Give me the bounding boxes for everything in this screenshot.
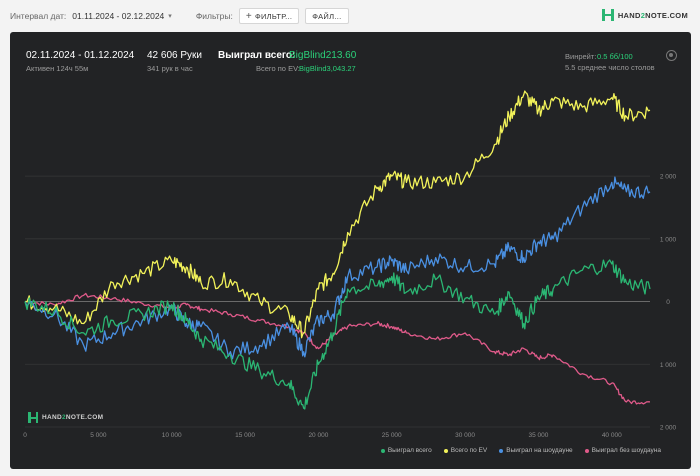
y-tick-label: 1 000 bbox=[660, 236, 677, 243]
x-tick-label: 30 000 bbox=[455, 432, 475, 439]
ev-total-label: Всего по EV: bbox=[256, 64, 300, 73]
date-interval-select[interactable]: 01.11.2024 - 02.12.2024 ▾ bbox=[72, 11, 172, 21]
hand2note-logo-icon bbox=[601, 9, 614, 21]
legend-item[interactable]: Выиграл всего bbox=[380, 447, 432, 454]
series-line bbox=[24, 90, 651, 339]
hand2note-logo: HAND2NOTE.COM bbox=[601, 9, 688, 21]
watermark-logo-icon bbox=[28, 412, 38, 423]
y-tick-label: 1 000 bbox=[660, 362, 677, 369]
x-tick-label: 40 000 bbox=[602, 432, 622, 439]
legend-dot-icon bbox=[443, 448, 448, 453]
hands-per-hour: 341 рук в час bbox=[147, 64, 193, 73]
legend-item[interactable]: Выиграл на шоудауне bbox=[499, 447, 573, 454]
file-button-label: ФАЙЛ... bbox=[312, 11, 342, 21]
x-tick-label: 5 000 bbox=[90, 432, 107, 439]
date-interval-label: Интервал дат: bbox=[10, 11, 67, 21]
y-tick-label: 2 000 bbox=[660, 174, 677, 181]
legend-label: Всего по EV bbox=[450, 447, 488, 454]
file-button[interactable]: ФАЙЛ... bbox=[305, 8, 349, 24]
x-tick-label: 20 000 bbox=[308, 432, 328, 439]
filter-button[interactable]: + ФИЛЬТР... bbox=[238, 8, 300, 24]
chart-legend: Выиграл всего Всего по EV Выиграл на шоуда… bbox=[369, 447, 661, 454]
active-time: Активен 124ч 55м bbox=[26, 64, 89, 73]
graph-panel: 02.11.2024 - 01.12.2024 Активен 124ч 55м… bbox=[10, 32, 691, 469]
ev-total-value: BigBlind3,043.27 bbox=[299, 64, 356, 73]
date-interval-value: 01.11.2024 - 02.12.2024 bbox=[72, 11, 165, 21]
legend-label: Выиграл всего bbox=[387, 447, 432, 454]
x-tick-label: 10 000 bbox=[162, 432, 182, 439]
legend-dot-icon bbox=[584, 448, 589, 453]
filters-label: Фильтры: bbox=[195, 11, 233, 21]
x-tick-label: 25 000 bbox=[382, 432, 402, 439]
settings-gear-icon[interactable] bbox=[666, 50, 677, 61]
won-total-label: Выиграл всего: bbox=[218, 50, 296, 61]
legend-dot-icon bbox=[380, 448, 385, 453]
filter-button-label: ФИЛЬТР... bbox=[254, 11, 293, 21]
avg-tables: 5.5 среднее число столов bbox=[565, 63, 655, 72]
toolbar: Интервал дат: 01.11.2024 - 02.12.2024 ▾ … bbox=[0, 0, 700, 32]
series-line bbox=[24, 259, 651, 410]
hands-count: 42 606 Руки bbox=[147, 50, 202, 61]
legend-label: Выиграл на шоудауне bbox=[506, 447, 573, 454]
watermark-text: HAND2NOTE.COM bbox=[42, 414, 104, 421]
y-tick-label: 0 bbox=[666, 299, 670, 306]
profit-graph: 2 000 1 000 0 1 000 2 000 0 5 000 10 000 15 000 2… bbox=[23, 90, 677, 439]
chevron-down-icon: ▾ bbox=[168, 13, 172, 20]
legend-item[interactable]: Выиграл без шоудауна bbox=[584, 447, 661, 454]
plus-icon: + bbox=[245, 10, 252, 22]
watermark-logo: HAND2NOTE.COM bbox=[28, 412, 103, 423]
won-total-value: BigBlind213.60 bbox=[289, 50, 357, 61]
y-tick-label: 2 000 bbox=[660, 425, 677, 432]
legend-dot-icon bbox=[499, 448, 504, 453]
winrate-value: 0.5 бб/100 bbox=[597, 52, 633, 61]
x-tick-label: 35 000 bbox=[528, 432, 548, 439]
winrate-label: Винрейт: bbox=[565, 52, 597, 61]
period-range: 02.11.2024 - 01.12.2024 bbox=[26, 50, 135, 61]
logo-text: HAND2NOTE.COM bbox=[617, 10, 688, 20]
legend-item[interactable]: Всего по EV bbox=[443, 447, 488, 454]
series-line bbox=[24, 176, 651, 360]
x-tick-label: 15 000 bbox=[235, 432, 255, 439]
series-line bbox=[24, 292, 651, 405]
legend-label: Выиграл без шоудауна bbox=[591, 447, 661, 454]
x-tick-label: 0 bbox=[23, 432, 27, 439]
